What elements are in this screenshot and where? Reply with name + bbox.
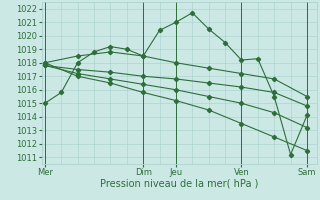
X-axis label: Pression niveau de la mer( hPa ): Pression niveau de la mer( hPa ) xyxy=(100,179,258,189)
